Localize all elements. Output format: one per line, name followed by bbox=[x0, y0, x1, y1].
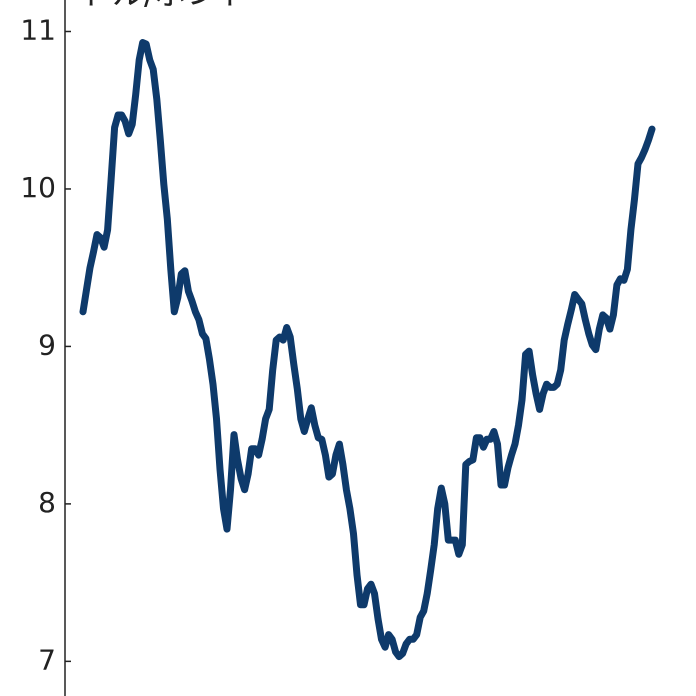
y-tick-label: 7 bbox=[38, 643, 56, 676]
y-tick-label: 11 bbox=[20, 13, 56, 46]
line bbox=[79, 39, 656, 661]
y-tick-label: 8 bbox=[38, 486, 56, 519]
y-tick-label: 9 bbox=[38, 328, 56, 361]
axis-title: ドル/ポンド bbox=[80, 0, 251, 12]
y-tick-label: 10 bbox=[20, 171, 56, 204]
